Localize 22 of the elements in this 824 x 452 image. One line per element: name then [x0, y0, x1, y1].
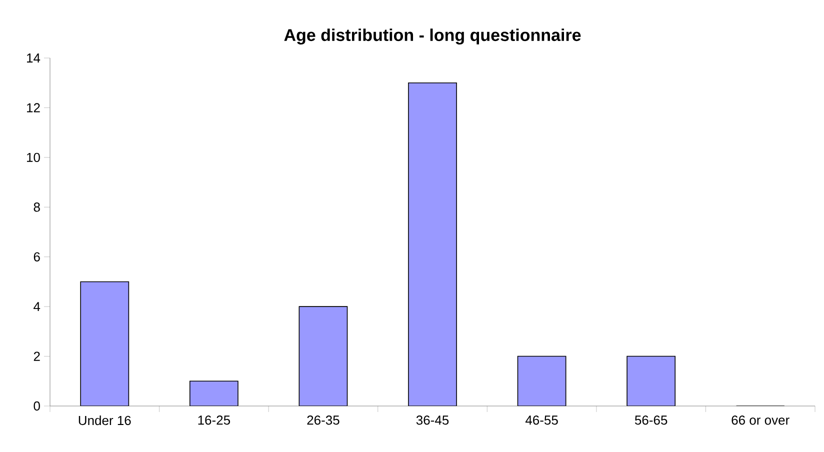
y-tick-label: 0 [34, 401, 40, 411]
y-tick-label: 14 [27, 54, 40, 62]
y-tick-label: 4 [34, 302, 40, 312]
x-tick-label: 66 or over [732, 416, 790, 425]
bar [80, 281, 130, 406]
x-tick-label: 26-35 [307, 416, 340, 425]
y-tick-label: 12 [27, 103, 40, 112]
x-tick-label: 56-65 [634, 416, 668, 425]
bar [298, 306, 348, 406]
y-tick-label: 8 [34, 202, 40, 212]
bar [189, 380, 238, 406]
y-tick-label: 2 [34, 352, 40, 361]
chart-title: Age distribution - long questionnaire [284, 28, 581, 45]
bar [517, 356, 566, 406]
x-tick-label: 16-25 [198, 416, 230, 425]
x-tick-label: 36-45 [416, 416, 449, 425]
bar [408, 82, 457, 406]
x-tick-label: 46-55 [525, 416, 558, 425]
bar [626, 356, 676, 406]
y-tick-label: 6 [34, 252, 40, 262]
y-tick-label: 10 [27, 152, 40, 162]
x-tick-label: Under 16 [78, 416, 131, 426]
